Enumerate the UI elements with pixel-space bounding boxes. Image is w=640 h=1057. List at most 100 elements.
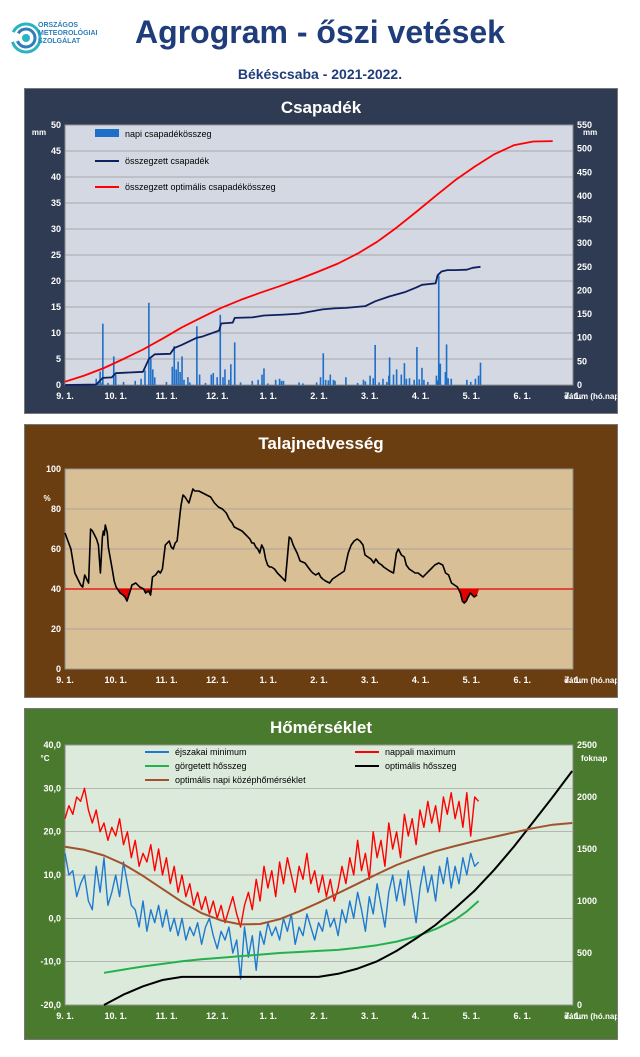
- precipitation-bar: [107, 382, 109, 385]
- cumulative-precipitation-line: [64, 265, 481, 386]
- precipitation-bar: [187, 377, 189, 385]
- y-tick-label: 20,0: [43, 827, 61, 837]
- precipitation-bar: [175, 369, 177, 385]
- precipitation-bar: [334, 380, 336, 385]
- precipitation-bar: [444, 372, 447, 385]
- precipitation-bar: [364, 381, 367, 385]
- y-tick-label: -10,0: [40, 957, 61, 967]
- precipitation-bar: [99, 371, 101, 385]
- precipitation-bar: [171, 366, 174, 385]
- logo-line-3: SZOLGÁLAT: [38, 38, 81, 45]
- soil-moisture-chart: Talajnedvesség 0 20 40 60 80 100% 9. 1. 10. 1. 11…: [24, 424, 618, 698]
- precipitation-bar: [150, 359, 152, 385]
- precipitation-bar: [436, 380, 438, 385]
- y2-tick-label: 500: [577, 144, 592, 154]
- logo-line-2: METEOROLÓGIAI: [38, 30, 98, 37]
- x-tick-label: 5. 1.: [463, 391, 481, 401]
- legend-label: görgetett hősszeg: [175, 761, 247, 771]
- optimal-mean-temp-line: [64, 822, 573, 926]
- rolling-heat-sum-line: [103, 900, 480, 974]
- soil-moisture-line: [64, 488, 478, 604]
- y-tick-label: 0: [56, 664, 61, 674]
- y2-tick-label: 2500: [577, 740, 597, 750]
- y2-tick-label: 250: [577, 262, 592, 272]
- optimal-precipitation-line: [64, 140, 553, 383]
- precipitation-bar: [392, 374, 395, 385]
- precipitation-bar: [405, 378, 408, 385]
- precipitation-bar: [216, 377, 218, 385]
- y-axis-unit: %: [43, 494, 50, 503]
- precipitation-bar: [165, 381, 168, 385]
- precipitation-bar: [261, 374, 263, 385]
- x-tick-label: 2. 1.: [310, 675, 328, 685]
- precipitation-bar: [263, 368, 265, 385]
- x-tick-label: 11. 1.: [156, 391, 178, 401]
- precipitation-bar: [102, 323, 104, 385]
- x-tick-label: 6. 1.: [513, 391, 531, 401]
- precipitation-bar: [239, 382, 242, 385]
- precipitation-bar: [228, 379, 230, 385]
- x-tick-label: 12. 1.: [206, 391, 229, 401]
- precipitation-chart: Csapadék 0 5 10 15 20 25 30 35 40 45 50 mm 0 50 100 150 2…: [24, 88, 618, 414]
- y-tick-label: 45: [51, 146, 61, 156]
- precipitation-bar: [267, 383, 269, 385]
- y2-tick-label: 200: [577, 285, 592, 295]
- y-tick-label: 100: [46, 464, 61, 474]
- x-axis-unit: dátum (hó.nap): [564, 676, 618, 685]
- y2-tick-label: 2000: [577, 792, 597, 802]
- plot-area: [64, 468, 574, 670]
- precipitation-bar: [204, 382, 207, 385]
- precipitation-bar: [179, 372, 181, 385]
- y-tick-label: 40: [51, 584, 61, 594]
- precipitation-bar: [196, 326, 198, 385]
- x-tick-label: 9. 1.: [56, 391, 74, 401]
- x-tick-label: 12. 1.: [206, 1011, 229, 1021]
- y-tick-label: 20: [51, 276, 61, 286]
- y-tick-label: 60: [51, 544, 61, 554]
- precipitation-bar: [112, 356, 115, 385]
- x-tick-label: 4. 1.: [412, 1011, 430, 1021]
- y-axis-unit: °C: [41, 754, 50, 763]
- legend-label: éjszakai minimum: [175, 747, 247, 757]
- precipitation-bar: [421, 367, 423, 385]
- y-tick-label: 30: [51, 224, 61, 234]
- y-tick-label: 10,0: [43, 870, 61, 880]
- precipitation-bar: [466, 379, 468, 385]
- precipitation-bar: [181, 356, 183, 385]
- x-axis-unit: dátum (hó.nap): [564, 1012, 618, 1021]
- precipitation-bar: [322, 353, 325, 385]
- x-tick-label: 7. 1.: [564, 391, 582, 401]
- y2-axis-unit: foknap: [581, 754, 607, 763]
- optimal-heat-sum-line: [103, 770, 573, 1006]
- legend-label: nappali maximum: [385, 747, 456, 757]
- precipitation-bar: [177, 361, 179, 385]
- precipitation-bar: [148, 302, 150, 385]
- precipitation-bar: [251, 380, 254, 385]
- x-tick-label: 2. 1.: [310, 391, 328, 401]
- precipitation-bar: [95, 378, 98, 385]
- x-tick-label: 3. 1.: [361, 1011, 379, 1021]
- y-tick-label: 40,0: [43, 740, 61, 750]
- y-tick-label: -20,0: [40, 1000, 61, 1010]
- x-tick-label: 9. 1.: [56, 675, 74, 685]
- x-axis-unit: dátum (hó.nap): [564, 392, 618, 401]
- precipitation-bar: [319, 377, 322, 385]
- page-subtitle: Békéscsaba - 2021-2022.: [237, 66, 403, 82]
- precipitation-bar: [302, 383, 304, 385]
- precipitation-bar: [477, 375, 480, 385]
- precipitation-bar: [332, 379, 335, 385]
- y2-tick-label: 1500: [577, 844, 597, 854]
- x-tick-label: 3. 1.: [361, 675, 379, 685]
- y-tick-label: 15: [51, 302, 61, 312]
- precipitation-bar: [230, 364, 232, 385]
- chart-title: Talajnedvesség: [258, 434, 383, 453]
- precipitation-bar: [153, 377, 156, 385]
- precipitation-bar: [224, 369, 226, 385]
- x-tick-label: 10. 1.: [105, 391, 128, 401]
- legend-swatch-daily: [95, 129, 119, 137]
- x-tick-label: 1. 1.: [259, 1011, 277, 1021]
- precipitation-bar: [97, 383, 99, 385]
- precipitation-bar: [274, 379, 277, 385]
- y2-tick-label: 150: [577, 309, 592, 319]
- chart-title: Csapadék: [281, 98, 362, 117]
